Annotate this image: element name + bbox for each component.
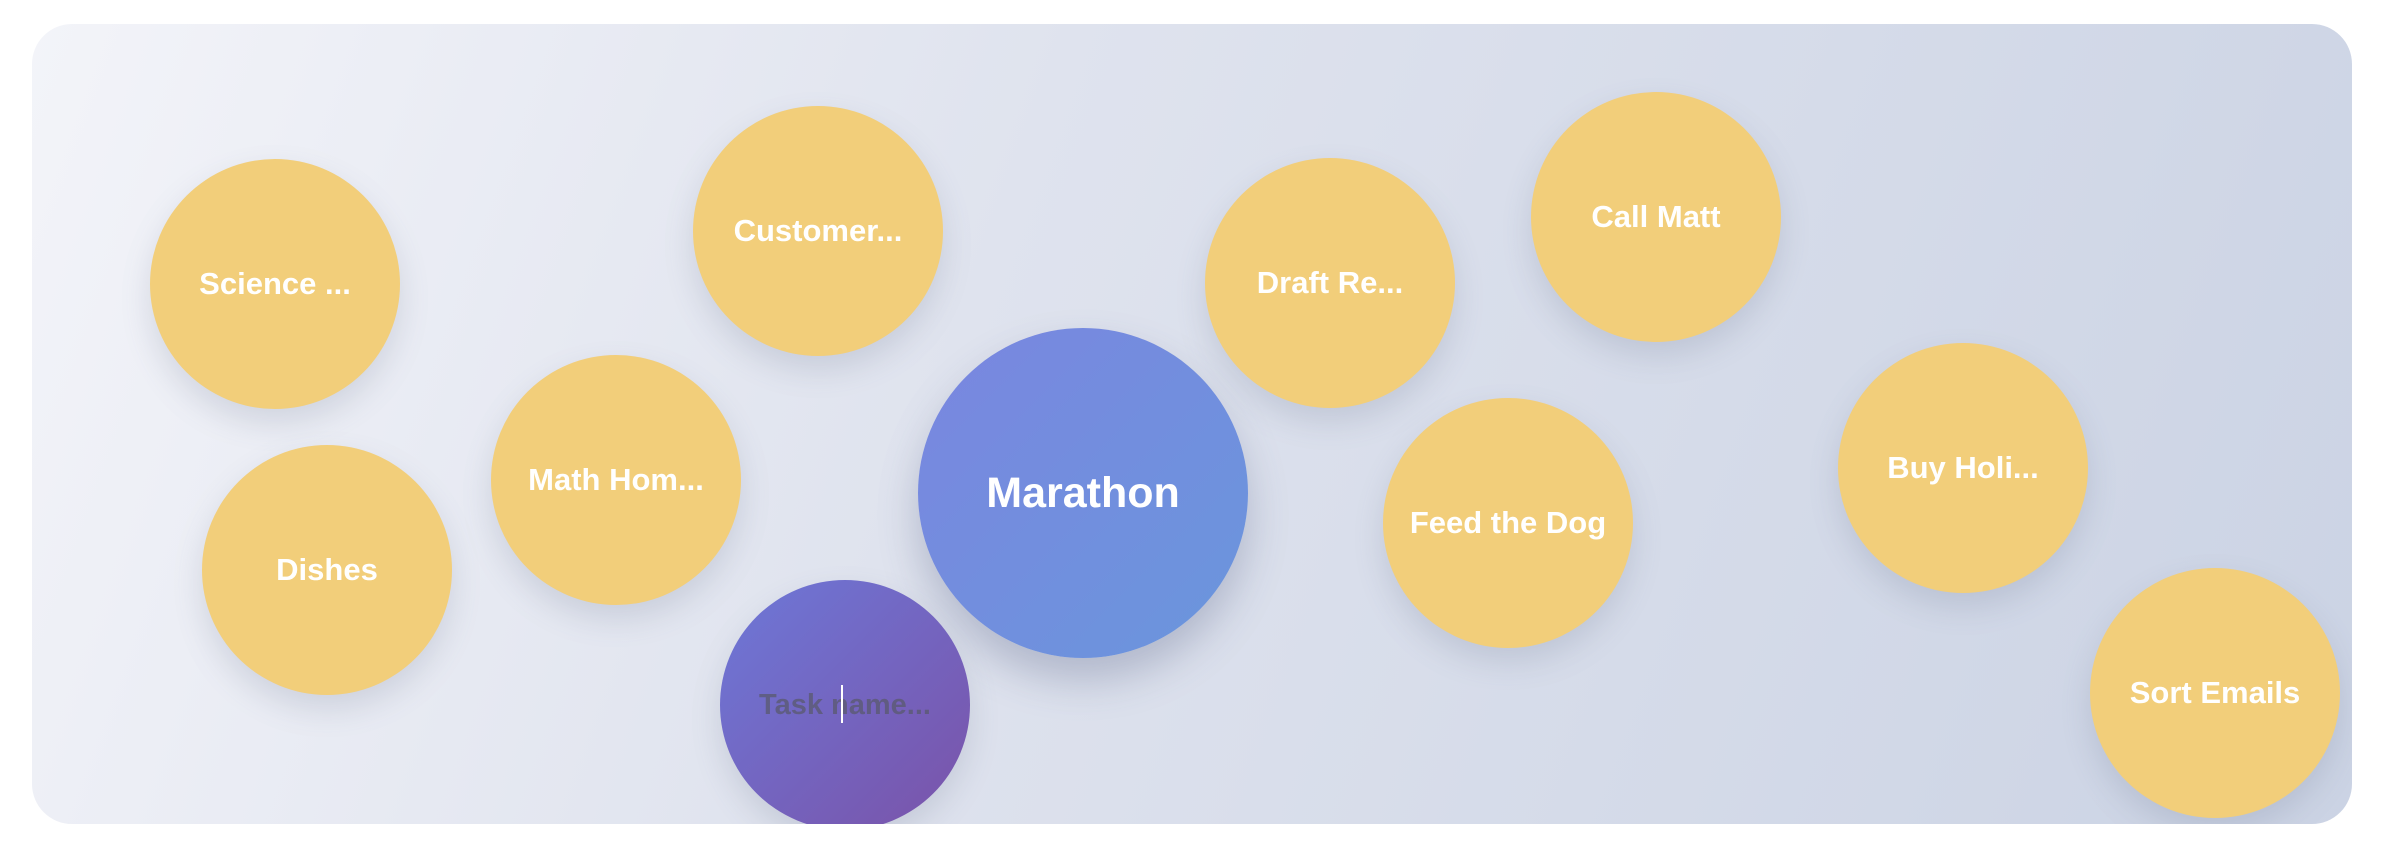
task-label: Call Matt [1591, 199, 1721, 234]
text-caret [841, 684, 844, 723]
task-board: Sort Emails Buy Holi... Feed the Dog Dishes… [32, 24, 2352, 824]
task-label: Draft Re... [1256, 265, 1404, 300]
task-bubble[interactable]: Buy Holi... [1838, 343, 2088, 593]
task-bubble[interactable]: Call Matt [1531, 92, 1781, 342]
focused-task-label: Marathon [986, 468, 1180, 517]
placeholder-text: Task name... [759, 688, 931, 721]
task-label: Math Hom... [528, 462, 704, 497]
new-task-input[interactable]: Task name... [720, 580, 970, 824]
input-placeholder: Task name... [759, 684, 931, 723]
task-label: Sort Emails [2129, 675, 2301, 710]
task-bubble[interactable]: Dishes [202, 445, 452, 695]
task-bubble[interactable]: Math Hom... [491, 355, 741, 605]
task-bubble[interactable]: Feed the Dog [1383, 398, 1633, 648]
task-bubble[interactable]: Customer... [693, 106, 943, 356]
task-label: Feed the Dog [1409, 505, 1607, 540]
task-label: Customer... [733, 213, 903, 248]
task-label: Buy Holi... [1887, 450, 2039, 485]
task-bubble[interactable]: Science ... [150, 159, 400, 409]
task-bubble[interactable]: Sort Emails [2090, 568, 2340, 818]
focused-task[interactable]: Marathon [918, 328, 1248, 658]
task-bubble[interactable]: Draft Re... [1205, 158, 1455, 408]
task-label: Science ... [199, 266, 351, 301]
task-label: Dishes [276, 552, 378, 587]
